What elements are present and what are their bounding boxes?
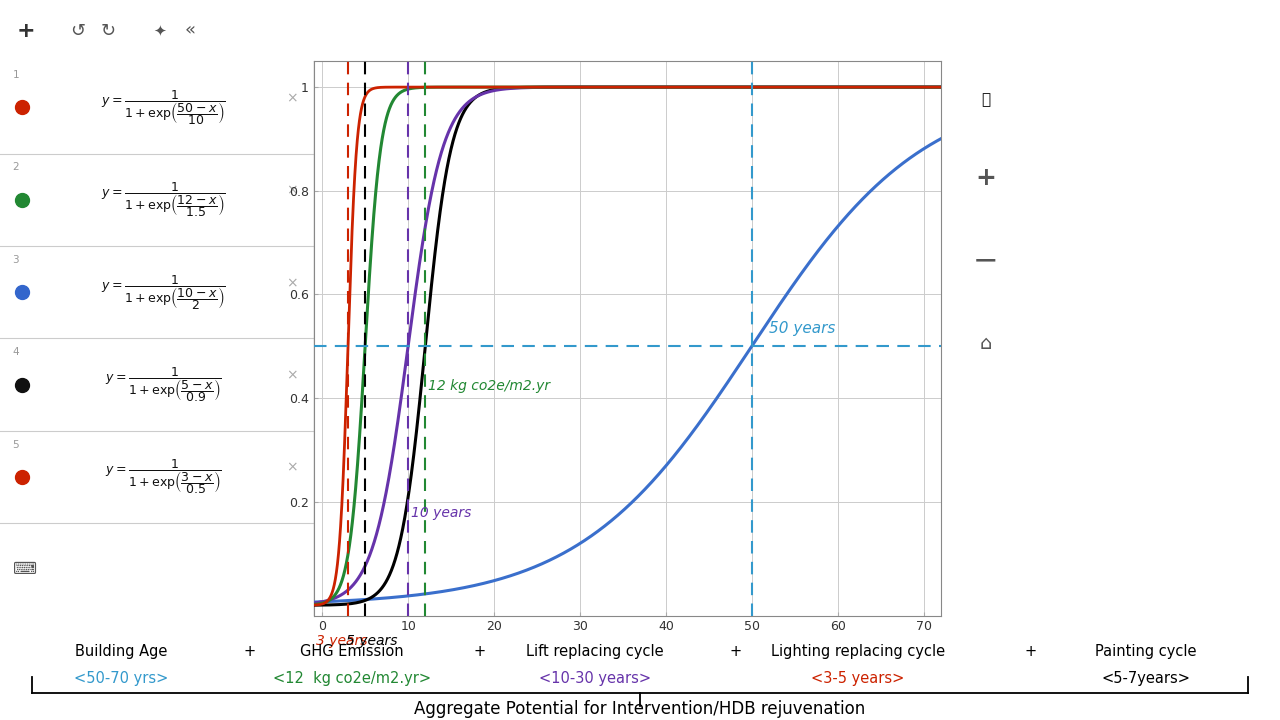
Text: ×: ×	[285, 369, 297, 382]
Text: ×: ×	[285, 184, 297, 197]
Text: ⌂: ⌂	[979, 335, 992, 354]
Text: 1: 1	[13, 70, 19, 80]
Text: ↻: ↻	[101, 22, 115, 40]
Text: <50-70 yrs>: <50-70 yrs>	[74, 671, 169, 685]
Text: 2: 2	[13, 163, 19, 173]
Text: Lift replacing cycle: Lift replacing cycle	[526, 644, 664, 659]
Text: 3: 3	[13, 255, 19, 265]
Text: 🔧: 🔧	[980, 92, 991, 107]
Text: +: +	[243, 644, 256, 659]
Text: <10-30 years>: <10-30 years>	[539, 671, 652, 685]
Text: +: +	[17, 21, 35, 40]
Text: ×: ×	[285, 461, 297, 474]
Text: <3-5 years>: <3-5 years>	[812, 671, 904, 685]
Text: 5 years: 5 years	[346, 634, 397, 647]
Text: +: +	[975, 166, 996, 189]
Text: ⌨: ⌨	[13, 560, 37, 578]
Text: <12  kg co2e/m2.yr>: <12 kg co2e/m2.yr>	[273, 671, 431, 685]
Text: 12 kg co2e/m2.yr: 12 kg co2e/m2.yr	[428, 379, 550, 393]
Text: <5-7years>: <5-7years>	[1101, 671, 1190, 685]
Text: 50 years: 50 years	[769, 321, 836, 336]
Text: ×: ×	[285, 276, 297, 290]
Text: $y = \dfrac{1}{1 + \exp\!\left(\dfrac{50-x}{10}\right)}$: $y = \dfrac{1}{1 + \exp\!\left(\dfrac{50…	[101, 88, 225, 127]
Text: Aggregate Potential for Intervention/HDB rejuvenation: Aggregate Potential for Intervention/HDB…	[415, 700, 865, 719]
Text: GHG Emission: GHG Emission	[301, 644, 403, 659]
Text: $y = \dfrac{1}{1 + \exp\!\left(\dfrac{12-x}{1.5}\right)}$: $y = \dfrac{1}{1 + \exp\!\left(\dfrac{12…	[101, 180, 225, 220]
Text: Building Age: Building Age	[76, 644, 168, 659]
Text: 10 years: 10 years	[411, 506, 471, 520]
Text: Painting cycle: Painting cycle	[1094, 644, 1197, 659]
Text: ✦: ✦	[154, 23, 166, 38]
Text: $y = \dfrac{1}{1 + \exp\!\left(\dfrac{10-x}{2}\right)}$: $y = \dfrac{1}{1 + \exp\!\left(\dfrac{10…	[101, 273, 225, 312]
Text: $y = \dfrac{1}{1 + \exp\!\left(\dfrac{3-x}{0.5}\right)}$: $y = \dfrac{1}{1 + \exp\!\left(\dfrac{3-…	[105, 457, 221, 497]
Text: +: +	[730, 644, 742, 659]
Text: 4: 4	[13, 347, 19, 357]
Text: $y = \dfrac{1}{1 + \exp\!\left(\dfrac{5-x}{0.9}\right)}$: $y = \dfrac{1}{1 + \exp\!\left(\dfrac{5-…	[105, 365, 221, 404]
Text: 3 years: 3 years	[316, 634, 367, 647]
Text: +: +	[474, 644, 486, 659]
Text: ×: ×	[285, 91, 297, 105]
Text: 5: 5	[13, 440, 19, 450]
Text: «: «	[186, 22, 196, 40]
Text: −: −	[973, 246, 998, 275]
Text: Lighting replacing cycle: Lighting replacing cycle	[771, 644, 945, 659]
Text: +: +	[1024, 644, 1037, 659]
Text: ↺: ↺	[69, 22, 84, 40]
